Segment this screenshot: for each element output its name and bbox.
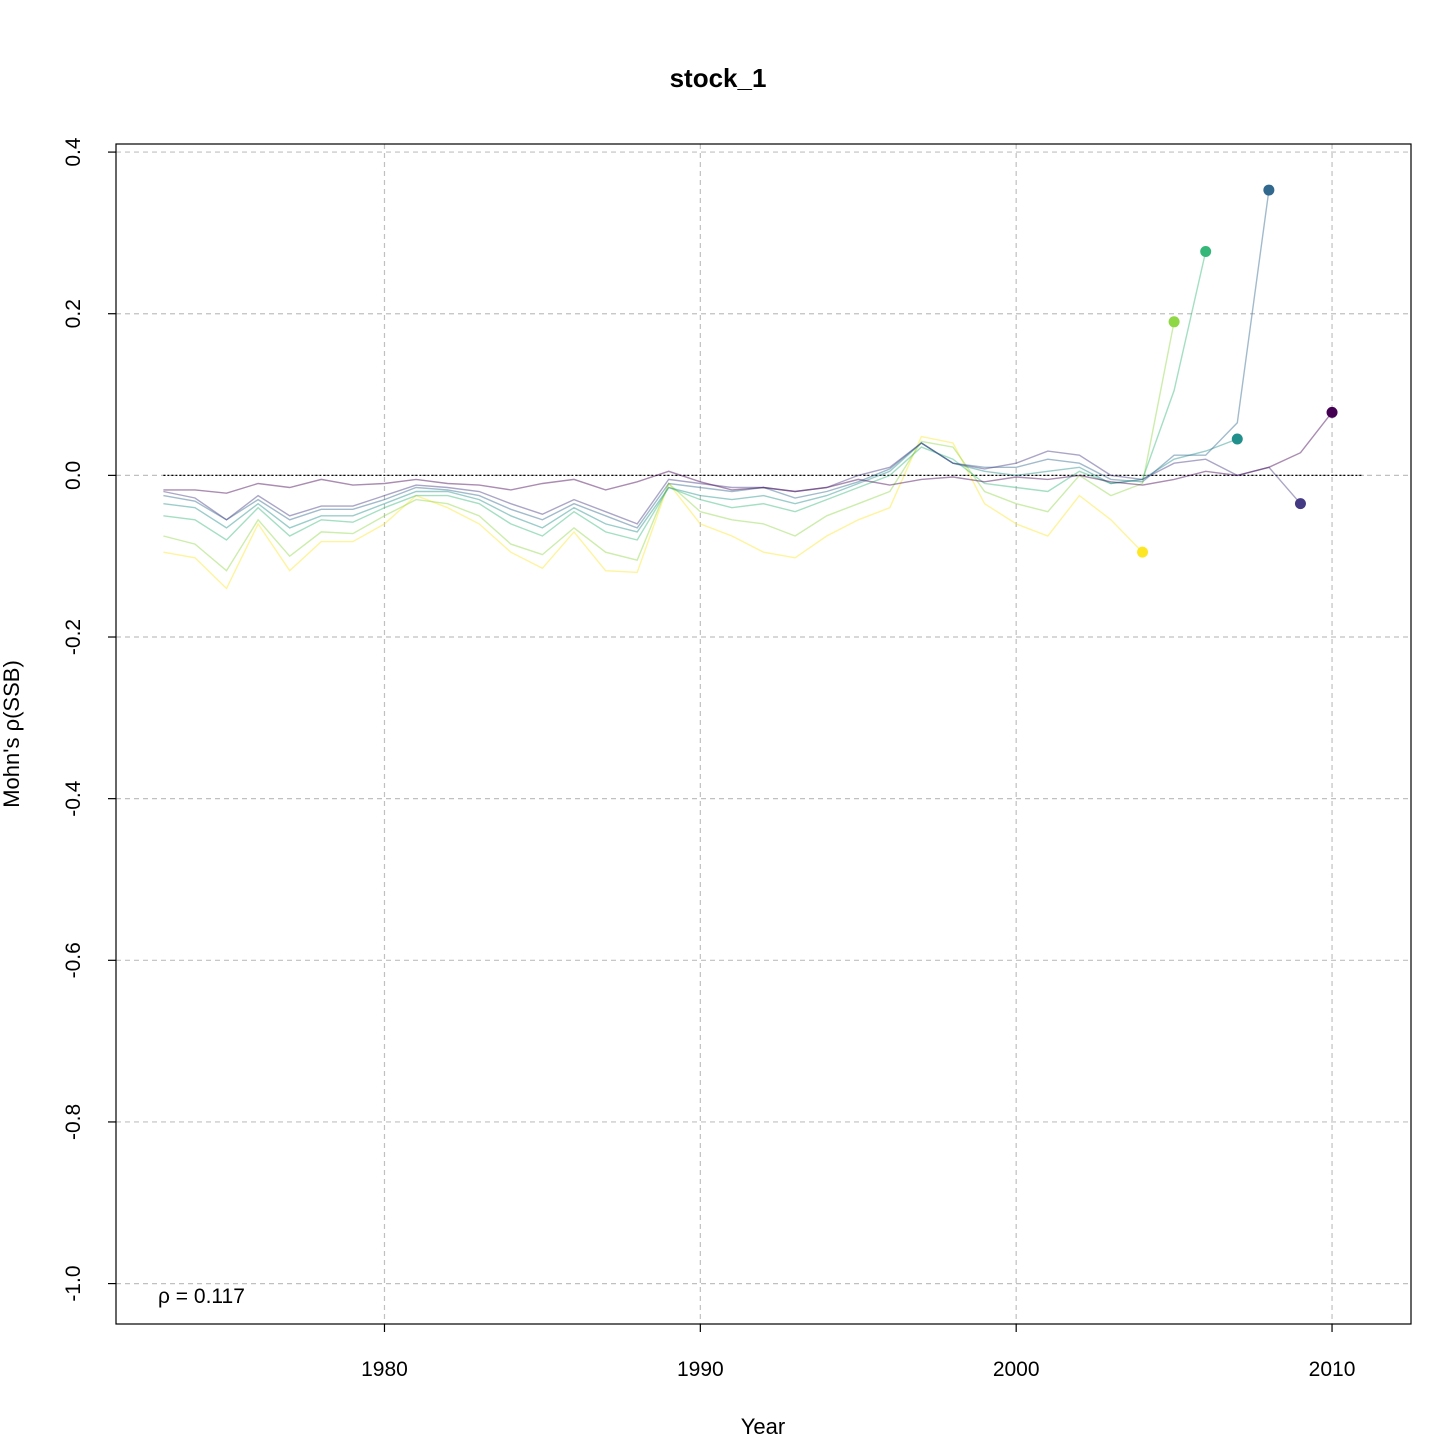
plot-frame — [115, 143, 1412, 1325]
series-end-point — [1294, 498, 1306, 510]
series-line — [163, 435, 1144, 590]
rho-equals: = — [170, 1285, 194, 1308]
rho-symbol: ρ — [158, 1285, 170, 1308]
series-line — [163, 411, 1333, 494]
y-tick-label: -0.2 — [62, 619, 85, 655]
series-end-point — [1231, 433, 1243, 445]
y-tick-label: 0.0 — [62, 461, 85, 490]
terminal-points — [1137, 184, 1338, 558]
x-tick-label: 1980 — [361, 1358, 408, 1381]
series-lines — [163, 190, 1333, 590]
series-end-point — [1263, 184, 1275, 196]
y-tick-label: -0.4 — [62, 780, 85, 817]
x-axis: 1980 1990 2000 2010 — [361, 1324, 1355, 1381]
y-tick-label: -0.6 — [62, 942, 85, 978]
series-line — [163, 438, 1238, 533]
series-end-point — [1326, 406, 1338, 418]
y-tick-label: 0.4 — [62, 137, 85, 167]
y-tick-label: -0.8 — [62, 1104, 85, 1140]
y-axis: -1.0 -0.8 -0.6 -0.4 -0.2 0.0 0.2 0.4 — [62, 137, 116, 1302]
series-end-point — [1200, 245, 1212, 257]
x-tick-label: 1990 — [677, 1358, 724, 1381]
series-line — [163, 190, 1270, 529]
series-end-point — [1137, 546, 1149, 558]
series-line — [163, 321, 1175, 572]
y-tick-label: -1.0 — [62, 1265, 85, 1301]
rho-value: 0.117 — [194, 1285, 245, 1308]
x-axis-label: Year — [741, 1414, 785, 1439]
rho-annotation: ρ = 0.117 — [158, 1285, 245, 1308]
y-axis-label: Mohn's ρ(SSB) — [0, 660, 24, 808]
series-line — [163, 442, 1302, 525]
grid — [116, 144, 1411, 1324]
x-tick-label: 2010 — [1309, 1358, 1356, 1381]
series-end-point — [1168, 316, 1180, 328]
series-line — [163, 251, 1207, 541]
chart-title: stock_1 — [670, 63, 767, 93]
x-tick-label: 2000 — [993, 1358, 1040, 1381]
y-tick-label: 0.2 — [62, 299, 85, 328]
